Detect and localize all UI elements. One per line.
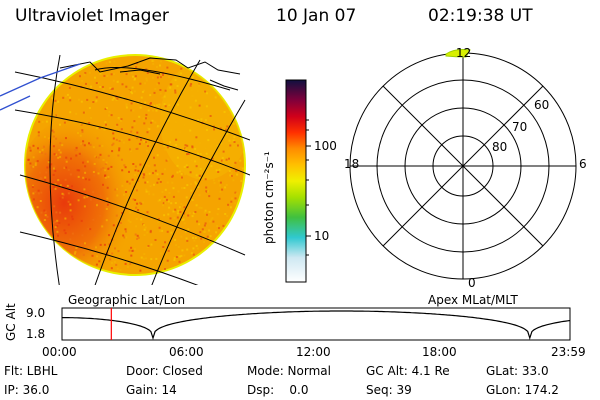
apex-label: Apex MLat/MLT — [428, 293, 518, 307]
coastline — [59, 57, 241, 91]
lat-label-70: 70 — [512, 120, 528, 134]
colorbar-unit-label: photon cm⁻²s⁻¹ — [262, 151, 276, 244]
info-ip: IP: 36.0 — [4, 383, 50, 397]
time-tick-1800: 18:00 — [422, 345, 457, 359]
colorbar-ticks — [306, 119, 311, 256]
colorbar-tick-100: 100 — [314, 139, 337, 153]
altitude-curve — [62, 310, 571, 340]
lat-label-60: 60 — [534, 98, 550, 112]
time-tick-1200: 12:00 — [296, 345, 331, 359]
mlt-label-18: 18 — [344, 157, 360, 171]
altitude-axis-label: GC Alt — [4, 303, 18, 341]
altitude-tick-min: 1.8 — [26, 327, 46, 341]
info-mode: Mode: Normal — [247, 364, 331, 378]
altitude-tick-max: 9.0 — [26, 306, 46, 320]
time-tick-0600: 06:00 — [169, 345, 204, 359]
info-gain: Gain: 14 — [126, 383, 177, 397]
info-seq: Seq: 39 — [366, 383, 412, 397]
polar-plot — [349, 52, 577, 280]
info-glon: GLon: 174.2 — [486, 383, 559, 397]
geographic-label: Geographic Lat/Lon — [68, 293, 186, 307]
time-tick-2359: 23:59 — [551, 345, 586, 359]
mlt-label-12: 12 — [456, 46, 472, 60]
info-gc-alt: GC Alt: 4.1 Re — [366, 364, 450, 378]
altitude-plot — [61, 307, 571, 341]
geo-grid — [14, 55, 250, 285]
noise-speckles — [27, 59, 244, 272]
auroral-oval-fragment — [445, 49, 471, 58]
instrument-title: Ultraviolet Imager — [15, 6, 169, 26]
terminator-lines — [0, 63, 81, 111]
info-glat: GLat: 33.0 — [486, 364, 549, 378]
info-door: Door: Closed — [126, 364, 203, 378]
lat-label-80: 80 — [492, 140, 508, 154]
info-dsp: Dsp: 0.0 — [247, 383, 309, 397]
mlt-label-0: 0 — [468, 276, 476, 290]
aurora-bright-zone — [25, 115, 145, 275]
colorbar — [285, 79, 307, 283]
date-label: 10 Jan 07 — [276, 6, 357, 26]
info-filter: Flt: LBHL — [4, 364, 58, 378]
uv-image-panel — [0, 54, 250, 285]
colorbar-tick-10: 10 — [314, 229, 330, 243]
mlt-label-6: 6 — [579, 157, 587, 171]
time-label: 02:19:38 UT — [428, 6, 533, 26]
time-tick-0000: 00:00 — [42, 345, 77, 359]
